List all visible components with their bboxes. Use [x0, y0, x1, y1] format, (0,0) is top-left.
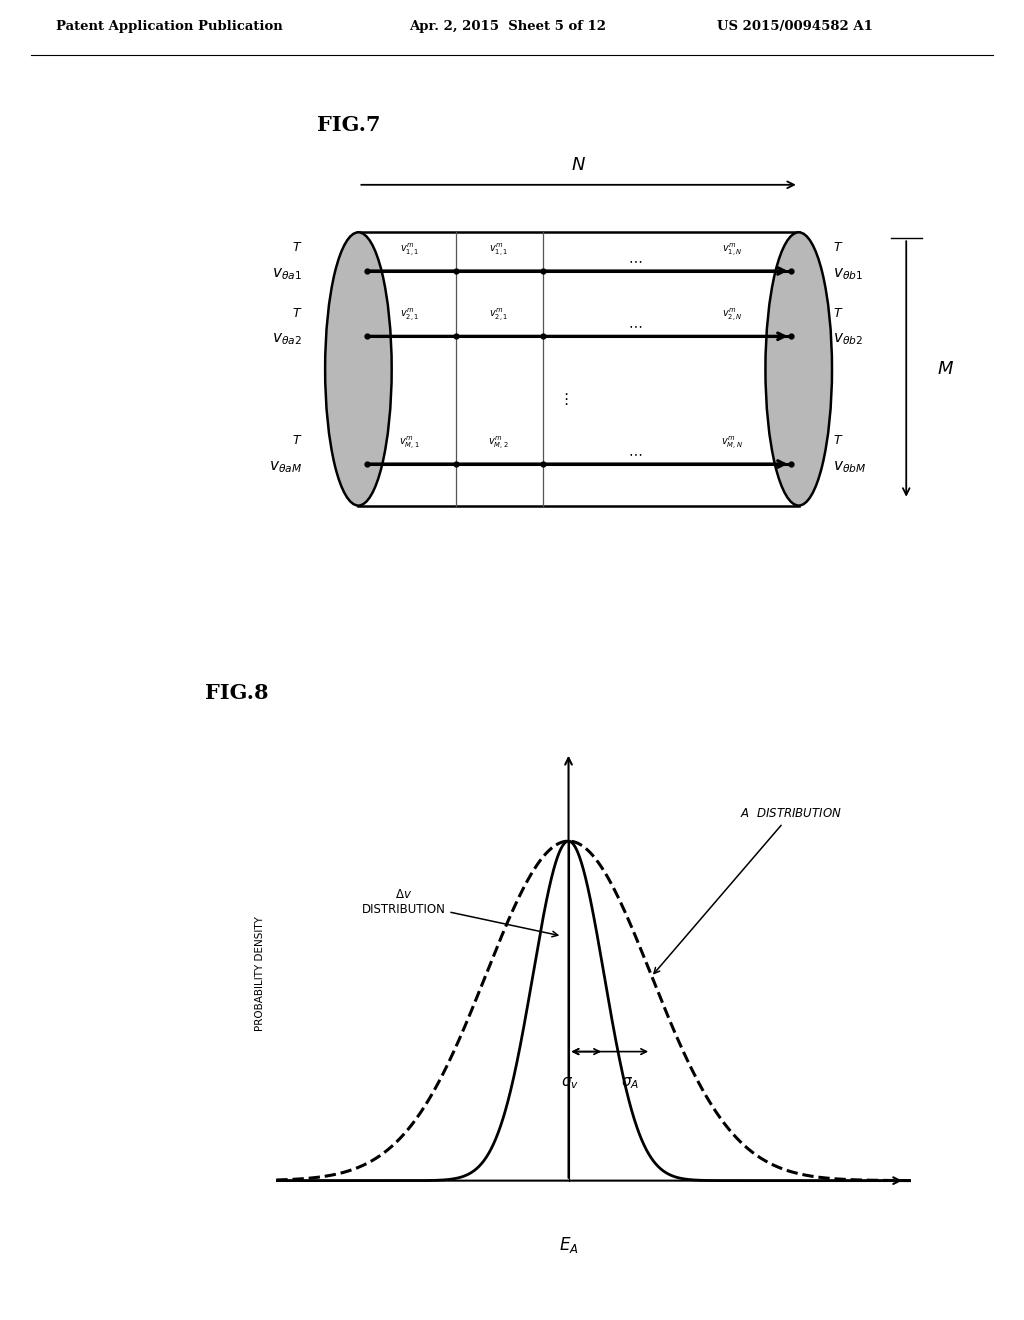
Text: $v_{2,1}^{m}$: $v_{2,1}^{m}$: [400, 306, 419, 323]
Text: $N$: $N$: [571, 156, 586, 174]
Text: US 2015/0094582 A1: US 2015/0094582 A1: [717, 20, 872, 33]
Text: Patent Application Publication: Patent Application Publication: [56, 20, 283, 33]
Text: $v_{\theta a2}$: $v_{\theta a2}$: [272, 331, 302, 347]
Text: $v_{1,1}^{m}$: $v_{1,1}^{m}$: [400, 242, 419, 257]
Text: PROBABILITY DENSITY: PROBABILITY DENSITY: [255, 916, 264, 1031]
Text: FIG.7: FIG.7: [317, 115, 381, 136]
Ellipse shape: [326, 232, 392, 506]
Text: $v_{\theta b1}$: $v_{\theta b1}$: [833, 267, 862, 281]
Text: $\cdots$: $\cdots$: [628, 253, 642, 267]
Bar: [358, 232, 799, 506]
Text: $T$: $T$: [292, 242, 302, 255]
Text: $v_{1,1}^{m}$: $v_{1,1}^{m}$: [489, 242, 508, 257]
Text: $v_{\theta aM}$: $v_{\theta aM}$: [269, 459, 302, 475]
Text: $\sigma_A$: $\sigma_A$: [621, 1076, 639, 1092]
Text: $E_A$: $E_A$: [559, 1236, 579, 1255]
Text: $v_{\theta a1}$: $v_{\theta a1}$: [272, 267, 302, 281]
Text: Apr. 2, 2015  Sheet 5 of 12: Apr. 2, 2015 Sheet 5 of 12: [410, 20, 606, 33]
Text: $M$: $M$: [937, 360, 954, 378]
Text: $v_{M,2}^{m}$: $v_{M,2}^{m}$: [488, 434, 509, 451]
Text: $v_{2,N}^{m}$: $v_{2,N}^{m}$: [722, 306, 742, 323]
Text: $\Delta v$
DISTRIBUTION: $\Delta v$ DISTRIBUTION: [361, 888, 558, 937]
Text: $T$: $T$: [292, 306, 302, 319]
Text: $T$: $T$: [833, 306, 843, 319]
Text: $v_{\theta b2}$: $v_{\theta b2}$: [833, 331, 862, 347]
Text: $T$: $T$: [292, 434, 302, 447]
Text: $v_{\theta bM}$: $v_{\theta bM}$: [833, 459, 865, 475]
Text: $\cdots$: $\cdots$: [628, 446, 642, 461]
Text: FIG.8: FIG.8: [205, 682, 268, 704]
Ellipse shape: [766, 232, 831, 506]
Text: $\vdots$: $\vdots$: [558, 391, 568, 407]
Text: $T$: $T$: [833, 434, 843, 447]
Text: $v_{M,N}^{m}$: $v_{M,N}^{m}$: [721, 434, 743, 451]
Text: $v_{M,1}^{m}$: $v_{M,1}^{m}$: [399, 434, 420, 451]
Text: $\cdots$: $\cdots$: [628, 318, 642, 333]
Text: $v_{2,1}^{m}$: $v_{2,1}^{m}$: [489, 306, 508, 323]
Text: $A$  DISTRIBUTION: $A$ DISTRIBUTION: [654, 808, 842, 973]
Text: $v_{1,N}^{m}$: $v_{1,N}^{m}$: [722, 242, 742, 257]
Text: $T$: $T$: [833, 242, 843, 255]
Text: $\sigma_v$: $\sigma_v$: [561, 1076, 580, 1092]
